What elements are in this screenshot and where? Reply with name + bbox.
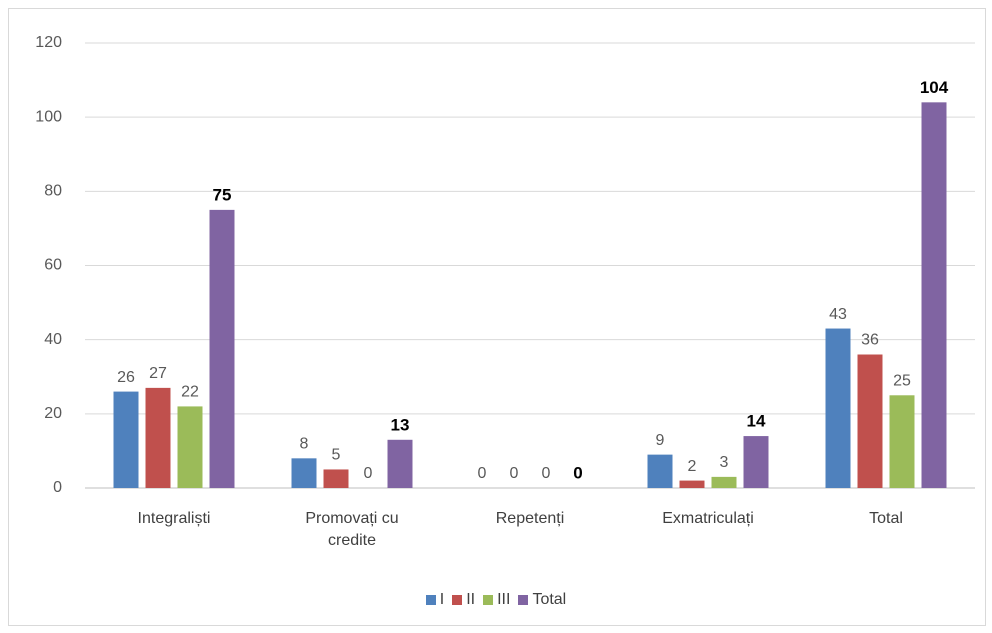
- data-label: 0: [573, 463, 582, 482]
- data-label: 3: [720, 454, 729, 471]
- y-tick-label: 80: [44, 183, 62, 200]
- bar: [921, 102, 947, 488]
- data-label: 75: [213, 185, 232, 204]
- y-tick-label: 0: [53, 479, 62, 496]
- x-tick-label: Integraliști: [137, 510, 211, 527]
- data-label: 104: [920, 78, 949, 97]
- data-label: 9: [656, 432, 665, 449]
- data-label: 13: [391, 415, 410, 434]
- x-tick-label: Total: [869, 510, 903, 527]
- data-label: 25: [893, 373, 911, 390]
- legend-item: II: [452, 591, 475, 609]
- bar: [743, 436, 769, 488]
- data-label: 43: [829, 306, 847, 323]
- chart-border: [8, 8, 986, 626]
- bar: [387, 439, 413, 488]
- y-tick-label: 60: [44, 257, 62, 274]
- y-tick-label: 20: [44, 405, 62, 422]
- bar: [145, 387, 171, 488]
- bar: [177, 406, 203, 488]
- data-label: 27: [149, 365, 167, 382]
- x-tick-label: Promovați cu credite: [305, 510, 399, 549]
- bar: [825, 328, 851, 488]
- legend-label: I: [439, 591, 445, 608]
- legend-label: III: [497, 591, 511, 608]
- bar: [323, 469, 349, 488]
- data-label: 8: [300, 436, 309, 453]
- legend-item: Total: [518, 591, 566, 609]
- bar: [889, 395, 915, 488]
- y-tick-label: 100: [35, 108, 62, 125]
- bar: [647, 454, 673, 488]
- bar: [209, 209, 235, 488]
- x-tick-label: Exmatriculați: [662, 510, 754, 527]
- y-tick-label: 120: [35, 34, 62, 51]
- legend-swatch: [425, 595, 436, 605]
- legend-swatch: [483, 595, 494, 605]
- data-label: 0: [478, 465, 487, 482]
- data-label: 0: [510, 465, 519, 482]
- legend-swatch: [518, 595, 529, 605]
- bar: [679, 480, 705, 488]
- data-label: 26: [117, 369, 135, 386]
- x-tick-label: Repetenți: [495, 510, 565, 527]
- bar: [113, 391, 139, 488]
- legend-label: II: [466, 591, 476, 608]
- data-label: 22: [181, 384, 199, 401]
- data-label: 14: [747, 412, 766, 431]
- legend-swatch: [452, 595, 463, 605]
- legend-item: III: [483, 591, 510, 609]
- data-label: 2: [688, 458, 697, 475]
- bar: [857, 354, 883, 488]
- y-tick-label: 40: [44, 331, 62, 348]
- data-label: 5: [332, 447, 341, 464]
- data-label: 36: [861, 332, 879, 349]
- bar: [291, 458, 317, 488]
- legend-item: I: [425, 591, 445, 609]
- data-label: 0: [364, 465, 373, 482]
- data-label: 0: [542, 465, 551, 482]
- legend: I II III Total: [0, 591, 992, 609]
- legend-label: Total: [532, 591, 567, 608]
- bar: [711, 476, 737, 488]
